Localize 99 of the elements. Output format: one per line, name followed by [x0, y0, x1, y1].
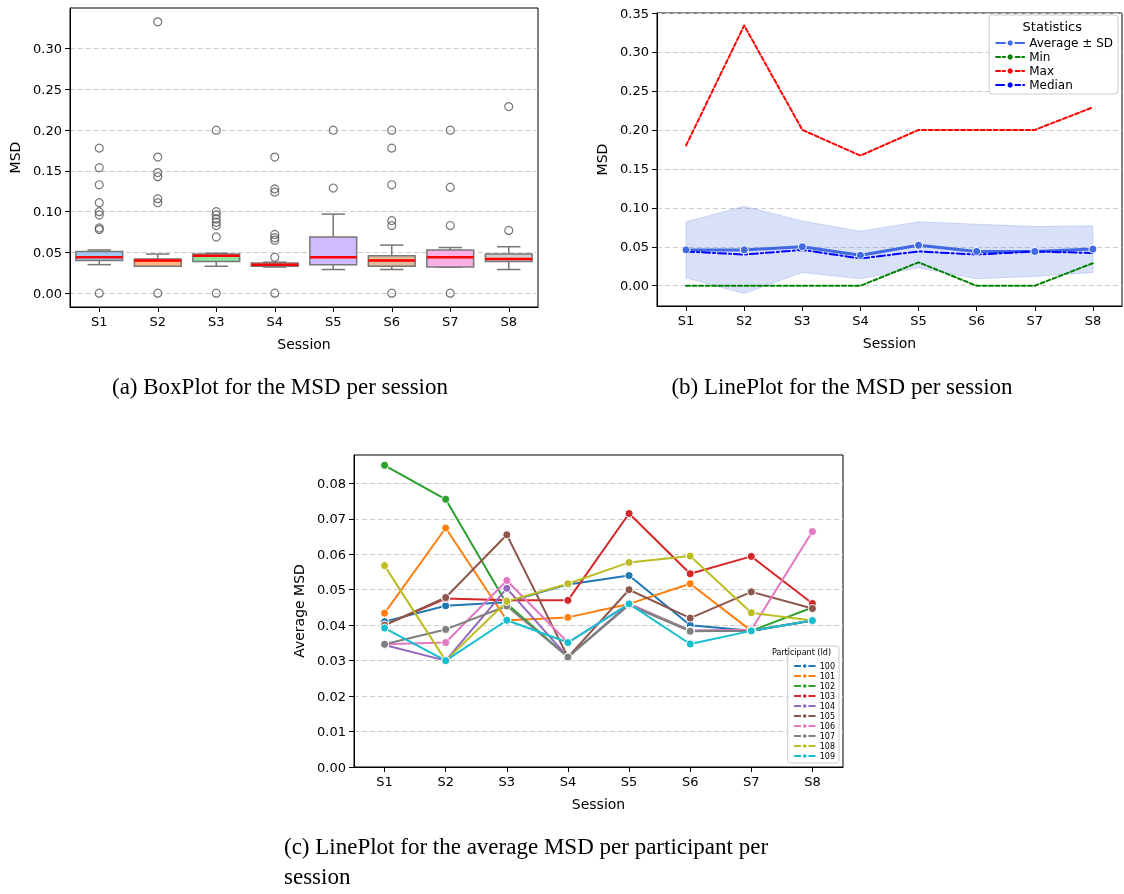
- y-tick-label: 0.25: [33, 81, 62, 97]
- point: [441, 624, 451, 634]
- legend-label: 105: [819, 711, 836, 721]
- x-tick-label: S4: [559, 774, 577, 789]
- point: [441, 494, 451, 504]
- y-tick-label: 0.04: [317, 617, 346, 633]
- y-tick-label: 0.05: [33, 244, 62, 260]
- x-tick-label: S4: [852, 313, 869, 328]
- legend-label: 103: [819, 691, 836, 701]
- x-tick-label: S6: [968, 313, 985, 328]
- x-tick-label: S2: [149, 314, 167, 329]
- legend-title: Statistics: [1022, 19, 1083, 34]
- text: (b) LinePlot for the MSD per session: [670, 373, 1014, 401]
- y-tick-label: 0.30: [620, 44, 649, 60]
- x-tick-label: S3: [794, 313, 811, 328]
- point: [624, 557, 634, 567]
- x-tick-label: S2: [735, 313, 753, 328]
- point: [685, 613, 695, 623]
- point: [685, 579, 695, 589]
- y-tick-label: 0.15: [33, 163, 62, 179]
- x-axis-title: Session: [862, 335, 917, 351]
- x-tick-label: S7: [1026, 313, 1044, 328]
- legend-label: 102: [819, 681, 836, 691]
- point: [502, 530, 512, 540]
- point: [563, 612, 573, 622]
- point: [746, 551, 756, 561]
- x-tick-label: S6: [681, 774, 699, 789]
- y-tick-label: 0.30: [33, 41, 62, 57]
- point: [502, 576, 512, 586]
- x-tick-label: S2: [437, 774, 454, 789]
- y-tick-label: 0.05: [317, 582, 346, 598]
- y-tick-label: 0.08: [317, 475, 346, 491]
- y-tick-label: 0.10: [620, 200, 649, 216]
- y-tick-label: 0.20: [620, 122, 649, 138]
- y-tick-label: 0.35: [620, 5, 649, 21]
- x-tick-label: S1: [90, 314, 108, 329]
- x-tick-label: S5: [324, 314, 342, 329]
- point: [441, 601, 451, 611]
- x-tick-label: S7: [441, 314, 459, 329]
- point: [685, 551, 695, 561]
- point: [441, 638, 451, 648]
- legend-label: Median: [1029, 78, 1073, 92]
- x-tick-label: S8: [804, 774, 821, 789]
- y-tick-label: 0.05: [620, 239, 649, 255]
- y-tick-label: 0.02: [317, 688, 346, 704]
- x-tick-label: S4: [266, 314, 284, 329]
- x-tick-label: S6: [383, 314, 401, 329]
- legend-label: 107: [819, 731, 836, 741]
- point: [624, 571, 634, 581]
- x-tick-label: S1: [677, 313, 695, 328]
- point: [807, 527, 817, 537]
- y-tick-label: 0.06: [317, 546, 346, 562]
- y-axis-title: Average MSD: [291, 564, 307, 658]
- x-axis-title: Session: [571, 796, 626, 812]
- x-tick-label: S8: [1084, 313, 1102, 328]
- y-tick-label: 0.01: [317, 724, 346, 740]
- y-tick-label: 0.07: [317, 511, 346, 527]
- y-tick-label: 0.00: [317, 759, 346, 775]
- legend-label: 101: [819, 671, 836, 681]
- legend-label: 109: [819, 751, 836, 761]
- y-tick-label: 0.00: [33, 285, 62, 301]
- text: (c) LinePlot for the average MSD per participant per session: [284, 833, 770, 891]
- point: [380, 460, 390, 470]
- legend-title: Participant (Id): [771, 647, 831, 657]
- point: [746, 587, 756, 597]
- point: [380, 608, 390, 618]
- y-tick-label: 0.10: [33, 204, 62, 220]
- text: (a) BoxPlot for the MSD per session: [111, 373, 449, 401]
- y-axis-title: MSD: [594, 143, 610, 176]
- x-tick-label: S5: [620, 774, 638, 789]
- x-tick-label: S5: [910, 313, 927, 328]
- y-tick-label: 0.20: [33, 122, 62, 138]
- legend-label: Min: [1029, 50, 1051, 64]
- point: [502, 583, 512, 593]
- y-tick-label: 0.03: [317, 653, 346, 669]
- legend-label: 104: [819, 701, 836, 711]
- x-tick-label: S3: [498, 774, 516, 789]
- x-tick-label: S8: [500, 314, 518, 329]
- legend-label: Average ± SD: [1029, 36, 1114, 50]
- x-tick-label: S1: [376, 774, 393, 789]
- y-tick-label: 0.25: [620, 83, 649, 99]
- point: [624, 509, 634, 518]
- legend-label: 108: [819, 741, 836, 751]
- y-tick-label: 0.15: [620, 161, 649, 177]
- point: [624, 585, 634, 595]
- point: [685, 639, 695, 649]
- x-tick-label: S7: [743, 774, 760, 789]
- y-tick-label: 0.00: [620, 278, 649, 294]
- legend-label: Max: [1029, 64, 1054, 78]
- point: [563, 595, 573, 605]
- point: [441, 523, 451, 533]
- point: [685, 569, 695, 579]
- point: [746, 608, 756, 618]
- x-axis-title: Session: [277, 336, 331, 352]
- x-tick-label: S3: [207, 314, 225, 329]
- point: [380, 561, 390, 571]
- y-axis-title: MSD: [7, 141, 23, 174]
- legend-label: 106: [819, 721, 836, 731]
- legend-label: 100: [819, 661, 836, 671]
